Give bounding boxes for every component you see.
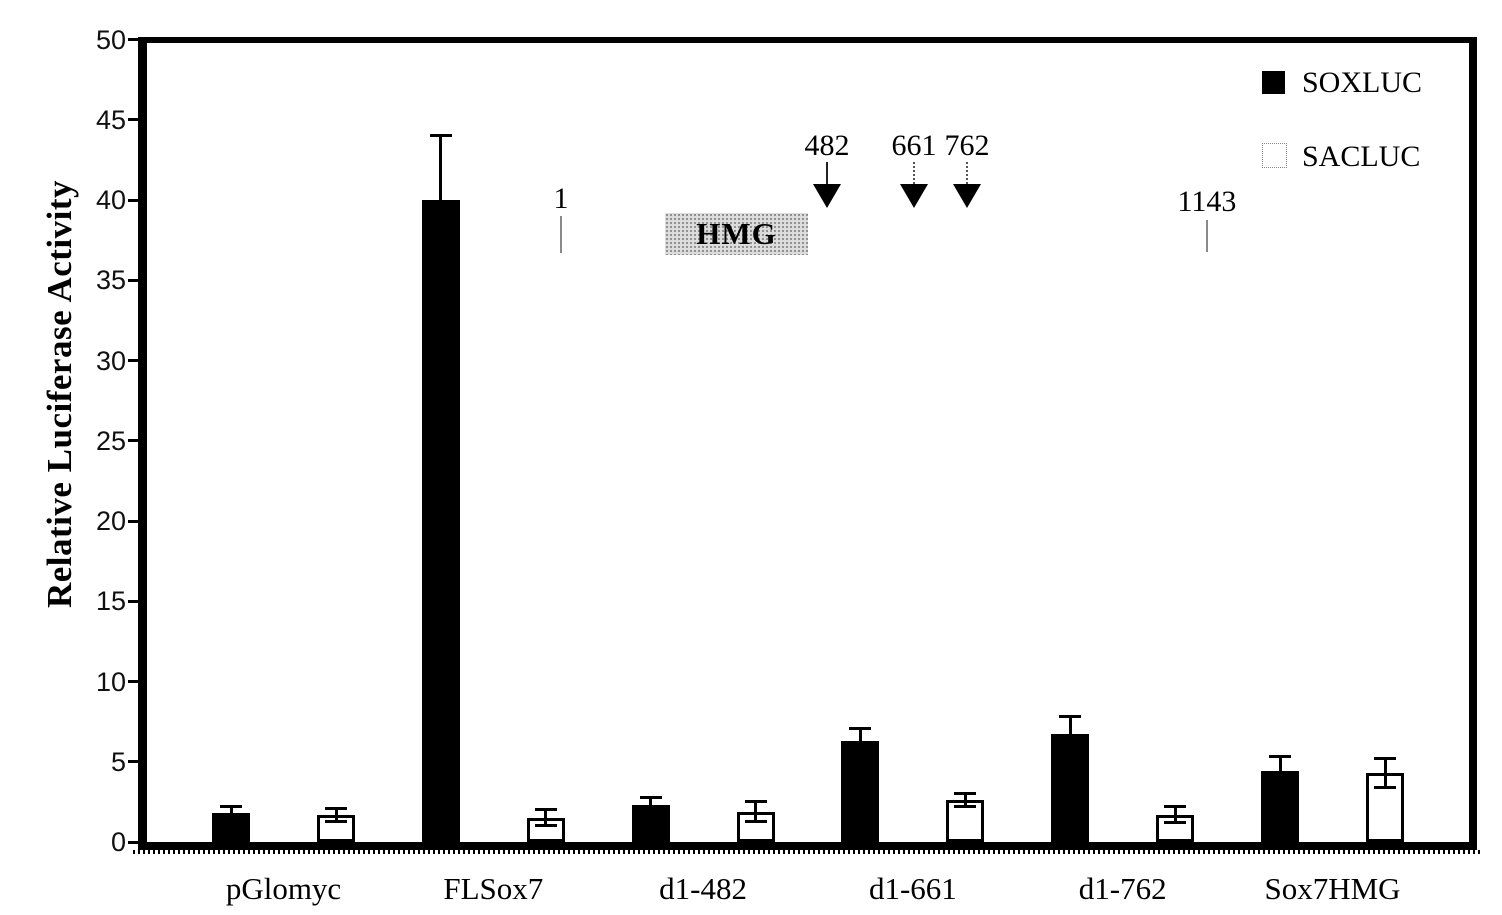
inset-position-label-482: 482 [804,129,850,162]
x-label-Sox7HMG: Sox7HMG [1264,871,1401,906]
y-tick-label-5: 5 [110,746,126,777]
error-line-soxluc-pGlomyc [229,806,233,820]
error-line-sacluc-pGlomyc [334,808,338,822]
error-cap-top-sacluc-FLSox7 [534,808,557,812]
y-tick-label-30: 30 [95,345,126,376]
y-tick-label-20: 20 [95,506,126,536]
legend-swatch-sacluc-icon [1262,143,1287,168]
y-axis-tick-15 [128,599,138,603]
inset-position-label-1: 1 [553,182,569,215]
y-tick-label-25: 25 [95,425,126,456]
error-line-soxluc-d1-482 [649,797,653,814]
y-tick-label-45: 45 [95,104,126,135]
error-cap-bottom-sacluc-Sox7HMG [1374,785,1396,789]
error-cap-top-soxluc-d1-661 [849,726,872,730]
inset-position-label-661: 661 [891,129,937,162]
error-cap-bottom-soxluc-d1-482 [639,811,662,815]
y-tick-label-50: 50 [95,24,126,55]
inset-position-label-1143: 1143 [1177,185,1237,218]
x-label-d1-661: d1-661 [868,871,957,906]
inset-position-label-762: 762 [944,129,990,162]
bar-soxluc-FLSox7 [421,200,460,842]
y-axis-title: Relative Luciferase Activity [40,179,79,609]
error-cap-bottom-sacluc-pGlomyc [325,819,347,823]
x-axis-baseline-texture [133,850,1481,854]
y-tick-label-15: 15 [95,586,126,617]
inset-position-tick-1143 [1206,220,1208,252]
error-cap-bottom-sacluc-d1-482 [744,819,767,823]
legend-label-soxluc: SOXLUC [1302,66,1423,99]
x-label-d1-482: d1-482 [659,871,747,906]
x-label-FLSox7: FLSox7 [443,871,544,906]
bar-soxluc-d1-661 [841,740,880,842]
error-line-sacluc-Sox7HMG [1383,758,1387,788]
y-tick-label-10: 10 [95,666,126,697]
arrow-down-icon-762 [953,184,981,208]
arrow-down-icon-482 [813,184,841,208]
error-cap-top-sacluc-d1-762 [1164,805,1187,809]
inset-arrow-line-762 [966,162,968,184]
error-cap-top-soxluc-pGlomyc [220,805,242,809]
error-cap-bottom-soxluc-FLSox7 [429,262,452,266]
y-axis-tick-45 [128,118,138,122]
error-cap-bottom-sacluc-FLSox7 [534,824,557,828]
error-cap-top-sacluc-d1-482 [744,800,767,804]
x-label-pGlomyc: pGlomyc [225,871,342,906]
y-axis-tick-25 [128,439,138,443]
y-axis-tick-50 [128,38,138,41]
error-line-sacluc-d1-661 [963,793,967,807]
y-axis-tick-10 [128,680,138,683]
legend-swatch-soxluc-icon [1262,71,1285,94]
y-axis-tick-0 [128,840,138,844]
error-line-sacluc-FLSox7 [544,809,548,826]
error-line-soxluc-d1-661 [858,728,862,754]
y-axis-tick-35 [128,278,138,282]
y-axis-tick-20 [128,519,138,523]
y-tick-label-0: 0 [110,827,126,857]
y-tick-label-40: 40 [95,185,126,215]
inset-arrow-line-661 [913,162,915,184]
error-cap-bottom-soxluc-d1-762 [1059,750,1082,754]
plot-frame [138,37,1477,850]
inset-hmg-domain-box: HMG [665,213,808,255]
error-line-soxluc-d1-762 [1068,716,1072,753]
error-line-soxluc-Sox7HMG [1278,756,1282,786]
error-cap-top-sacluc-d1-661 [954,792,977,796]
error-line-sacluc-d1-762 [1173,806,1177,823]
error-cap-bottom-sacluc-d1-762 [1164,821,1187,825]
error-cap-bottom-sacluc-d1-661 [954,805,977,809]
error-line-soxluc-FLSox7 [439,135,443,265]
error-cap-top-sacluc-pGlomyc [325,806,347,810]
error-cap-bottom-soxluc-Sox7HMG [1269,784,1291,788]
error-cap-top-soxluc-d1-482 [639,795,662,799]
error-cap-bottom-soxluc-pGlomyc [220,818,242,822]
inset-position-tick-1 [560,216,562,253]
y-axis-tick-30 [128,359,138,362]
arrow-down-icon-661 [900,184,928,208]
y-tick-label-35: 35 [95,265,126,296]
x-label-d1-762: d1-762 [1078,871,1167,906]
error-cap-top-soxluc-d1-762 [1059,715,1082,719]
error-cap-bottom-soxluc-d1-661 [849,752,872,756]
error-cap-top-sacluc-Sox7HMG [1374,757,1396,761]
inset-arrow-line-482 [826,162,828,184]
y-axis-tick-5 [128,760,138,764]
error-line-sacluc-d1-482 [754,801,758,822]
error-cap-top-soxluc-Sox7HMG [1269,755,1291,759]
y-axis-tick-40 [128,198,138,202]
error-cap-top-soxluc-FLSox7 [429,134,452,138]
legend-label-sacluc: SACLUC [1302,140,1421,173]
